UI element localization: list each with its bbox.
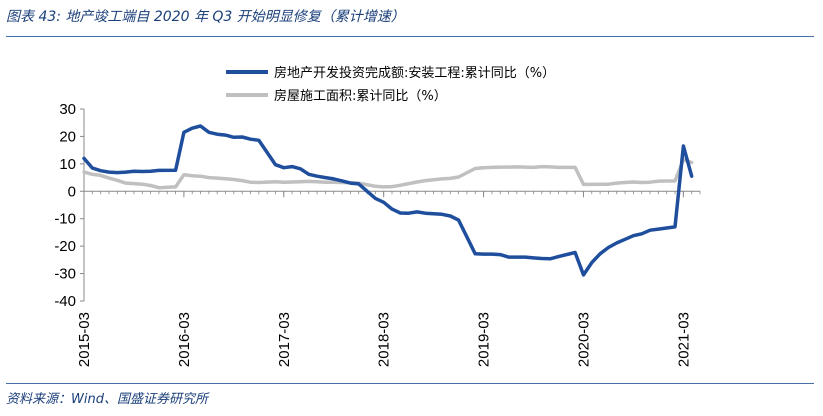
source-rule [6,383,814,384]
y-tick-label: -30 [54,266,76,283]
x-tick-label: 2017-03 [276,312,293,367]
legend-label: 房地产开发投资完成额:安装工程:累计同比（%） [274,65,555,81]
series-line-construction-area [82,157,694,190]
legend-label: 房屋施工面积:累计同比（%） [274,88,447,104]
figure-title: 图表 43: 地产竣工端自 2020 年 Q3 开始明显修复（累计增速） [6,9,405,25]
y-tick-label: -10 [54,211,76,228]
y-tick-label: 10 [59,156,76,173]
source-note: 资料来源：Wind、国盛证券研究所 [6,392,208,407]
y-tick-label: -40 [54,293,76,310]
x-tick-label: 2016-03 [176,312,193,367]
y-tick-label: 20 [59,128,76,145]
y-tick-label: 0 [68,183,76,200]
y-tick-label: 30 [59,101,76,118]
series-line-installation-investment [82,124,694,277]
title-rule [6,36,814,37]
x-tick-label: 2021-03 [675,312,692,367]
x-tick-label: 2020-03 [575,312,592,367]
x-tick-label: 2018-03 [376,312,393,367]
x-tick-label: 2019-03 [476,312,493,367]
x-tick-label: 2015-03 [76,312,93,367]
y-tick-label: -20 [54,238,76,255]
